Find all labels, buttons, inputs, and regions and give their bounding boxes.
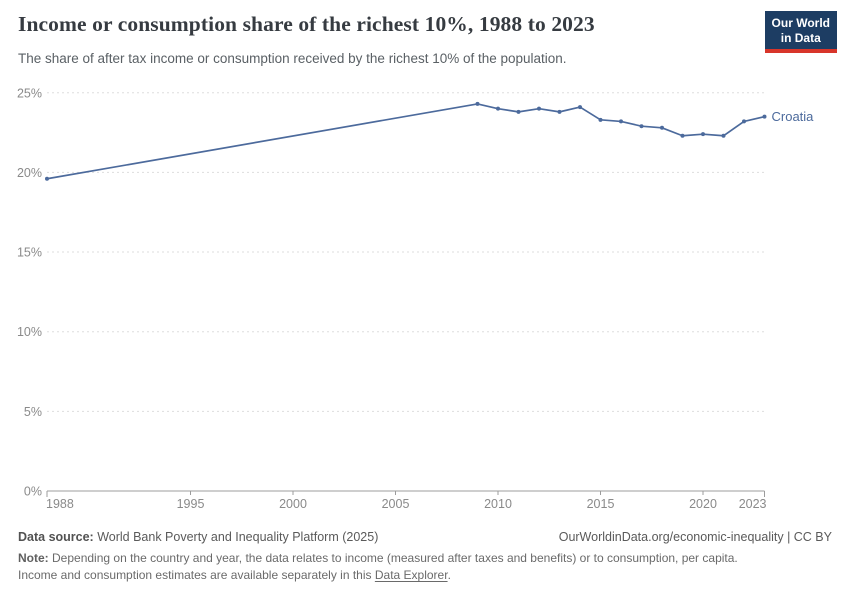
data-source-text: Data source: World Bank Poverty and Ineq… <box>18 530 378 544</box>
data-source-value: World Bank Poverty and Inequality Platfo… <box>93 530 379 544</box>
data-point-marker[interactable] <box>762 114 767 119</box>
x-tick-label: 1988 <box>46 497 74 511</box>
x-tick-label: 2000 <box>279 497 307 511</box>
y-tick-label: 5% <box>24 405 42 419</box>
note-suffix: . <box>447 568 451 583</box>
chart-subtitle: The share of after tax income or consump… <box>18 51 567 66</box>
owid-logo[interactable]: Our World in Data <box>764 11 837 54</box>
page-title: Income or consumption share of the riche… <box>18 12 595 36</box>
data-point-marker[interactable] <box>742 119 746 124</box>
x-tick-label: 2015 <box>587 497 615 511</box>
series-label-croatia[interactable]: Croatia <box>772 109 815 124</box>
data-point-marker[interactable] <box>557 109 562 114</box>
data-point-marker[interactable] <box>721 133 726 138</box>
y-tick-label: 25% <box>17 86 42 100</box>
data-point-marker[interactable] <box>619 119 623 124</box>
data-explorer-link[interactable]: Data Explorer <box>374 568 448 583</box>
note-line1: Depending on the country and year, the d… <box>48 551 738 565</box>
y-tick-label: 15% <box>17 246 42 260</box>
data-point-marker[interactable] <box>475 101 480 106</box>
data-point-marker[interactable] <box>660 125 664 130</box>
x-tick-label: 2010 <box>484 497 512 511</box>
note-line2: Income and consumption estimates are ava… <box>18 568 375 583</box>
data-point-marker[interactable] <box>701 132 705 137</box>
data-source-label: Data source: <box>18 530 94 544</box>
y-tick-label: 20% <box>17 166 42 180</box>
owid-logo-line1: Our World <box>771 16 830 30</box>
chart-note: Note: Depending on the country and year,… <box>18 550 832 584</box>
data-point-marker[interactable] <box>537 106 541 111</box>
footer-source-row: Data source: World Bank Poverty and Ineq… <box>18 530 832 544</box>
data-point-marker[interactable] <box>680 133 685 138</box>
data-point-marker[interactable] <box>45 176 49 181</box>
data-point-marker[interactable] <box>598 117 603 122</box>
canonical-url-link[interactable]: OurWorldinData.org/economic-inequality |… <box>558 530 832 544</box>
data-point-marker[interactable] <box>578 105 582 110</box>
data-point-marker[interactable] <box>516 109 521 114</box>
y-tick-label: 0% <box>24 485 42 499</box>
x-tick-label: 2020 <box>689 497 717 511</box>
x-tick-label: 2005 <box>382 497 410 511</box>
data-line-croatia[interactable] <box>46 103 766 180</box>
y-tick-label: 10% <box>17 325 42 339</box>
data-point-marker[interactable] <box>496 106 500 111</box>
x-tick-label: 1995 <box>177 497 205 511</box>
x-tick-label: 2023 <box>739 497 767 511</box>
owid-logo-line2: in Data <box>780 30 821 45</box>
data-point-marker[interactable] <box>639 124 644 129</box>
note-label: Note: <box>18 551 49 565</box>
